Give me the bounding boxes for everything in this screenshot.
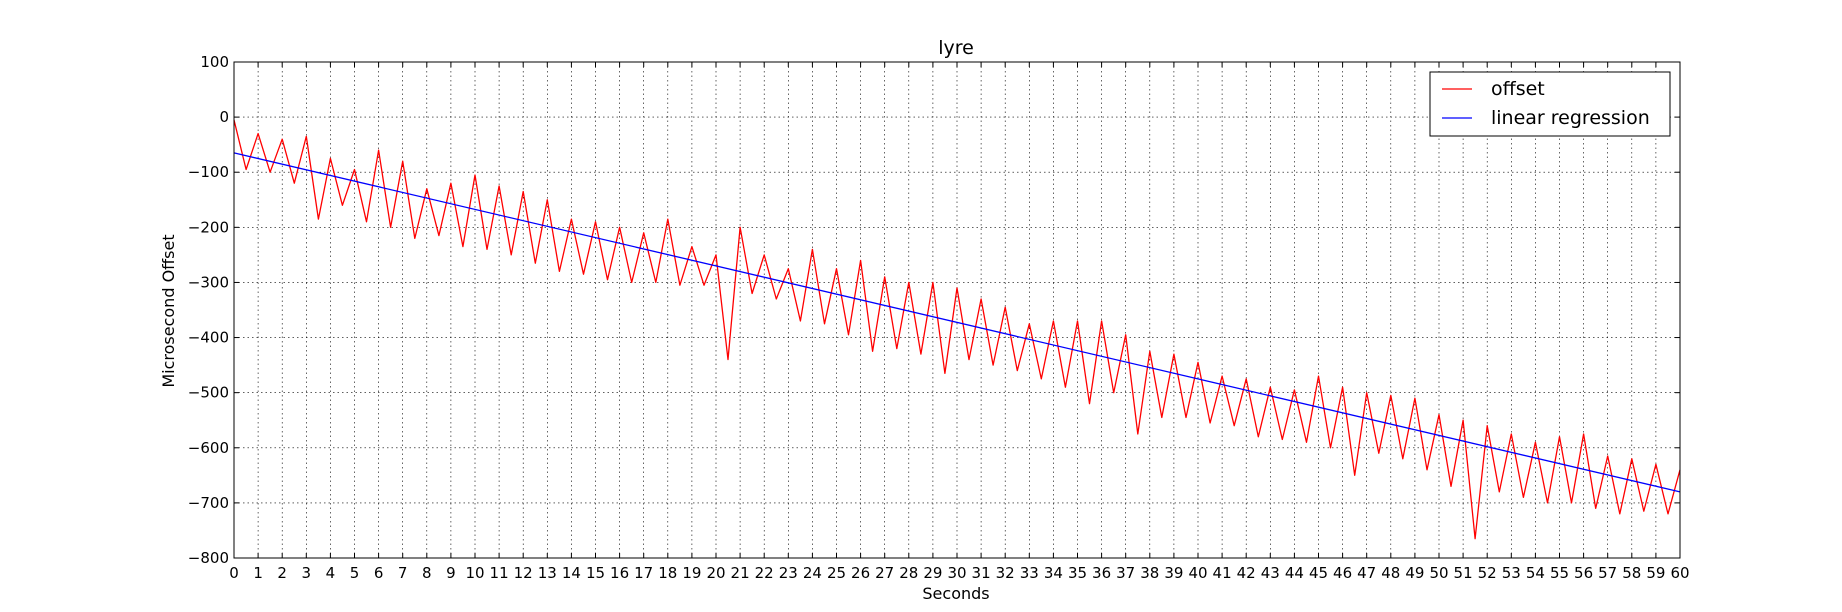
x-tick-label: 2: [277, 564, 287, 582]
x-tick-label: 58: [1622, 564, 1641, 582]
x-tick-label: 3: [302, 564, 312, 582]
x-tick-label: 26: [851, 564, 870, 582]
x-tick-label: 52: [1478, 564, 1497, 582]
x-tick-label: 9: [446, 564, 456, 582]
x-tick-label: 33: [1020, 564, 1039, 582]
y-tick-label: −500: [188, 384, 229, 402]
x-tick-label: 21: [731, 564, 750, 582]
x-tick-label: 38: [1140, 564, 1159, 582]
x-tick-label: 7: [398, 564, 408, 582]
x-tick-label: 54: [1526, 564, 1545, 582]
chart-title: lyre: [938, 37, 974, 59]
x-tick-label: 24: [803, 564, 822, 582]
y-tick-label: 0: [219, 108, 229, 126]
x-tick-label: 30: [947, 564, 966, 582]
x-tick-label: 4: [326, 564, 336, 582]
x-tick-label: 41: [1213, 564, 1232, 582]
x-tick-label: 32: [996, 564, 1015, 582]
x-tick-label: 16: [610, 564, 629, 582]
x-tick-label: 23: [779, 564, 798, 582]
x-tick-label: 39: [1164, 564, 1183, 582]
x-tick-label: 46: [1333, 564, 1352, 582]
y-tick-label: −100: [188, 163, 229, 181]
x-tick-label: 43: [1261, 564, 1280, 582]
y-tick-label: −300: [188, 273, 229, 291]
x-tick-label: 40: [1188, 564, 1207, 582]
x-tick-label: 34: [1044, 564, 1063, 582]
x-tick-label: 12: [514, 564, 533, 582]
x-tick-label: 15: [586, 564, 605, 582]
x-tick-label: 60: [1670, 564, 1689, 582]
x-tick-label: 44: [1285, 564, 1304, 582]
x-tick-label: 14: [562, 564, 581, 582]
x-axis-title: Seconds: [922, 584, 989, 603]
x-tick-label: 18: [658, 564, 677, 582]
x-tick-label: 22: [755, 564, 774, 582]
x-tick-label: 49: [1405, 564, 1424, 582]
axis-ticks: [233, 61, 1681, 559]
x-tick-label: 51: [1454, 564, 1473, 582]
x-tick-label: 57: [1598, 564, 1617, 582]
x-tick-label: 53: [1502, 564, 1521, 582]
x-tick-label: 56: [1574, 564, 1593, 582]
x-tick-label: 13: [538, 564, 557, 582]
legend: offset linear regression: [1429, 71, 1671, 137]
x-tick-label: 5: [350, 564, 360, 582]
x-tick-label: 17: [634, 564, 653, 582]
x-tick-label: 35: [1068, 564, 1087, 582]
x-tick-label: 29: [923, 564, 942, 582]
x-tick-label: 20: [706, 564, 725, 582]
y-tick-label: −200: [188, 218, 229, 236]
legend-label-offset: offset: [1491, 78, 1545, 100]
x-tick-label: 31: [972, 564, 991, 582]
x-tick-label: 27: [875, 564, 894, 582]
x-tick-label: 28: [899, 564, 918, 582]
legend-label-linear-regression: linear regression: [1491, 107, 1650, 129]
y-tick-label: −600: [188, 439, 229, 457]
tick-labels: 0 1 2 3 4 5 6 7 8 9 10 11 12 13 14 15 16 17 18 19 20 21 22 23 24…: [188, 53, 1690, 582]
x-tick-label: 10: [465, 564, 484, 582]
x-tick-label: 48: [1381, 564, 1400, 582]
x-tick-label: 59: [1646, 564, 1665, 582]
y-tick-label: −800: [188, 549, 229, 567]
x-tick-label: 47: [1357, 564, 1376, 582]
x-tick-label: 50: [1429, 564, 1448, 582]
legend-box: [1429, 71, 1671, 137]
x-tick-label: 45: [1309, 564, 1328, 582]
x-tick-label: 1: [253, 564, 263, 582]
x-tick-label: 8: [422, 564, 432, 582]
x-tick-label: 36: [1092, 564, 1111, 582]
series-line-offset: [233, 119, 1681, 540]
x-tick-label: 37: [1116, 564, 1135, 582]
x-tick-label: 25: [827, 564, 846, 582]
x-tick-label: 11: [490, 564, 509, 582]
y-tick-label: −700: [188, 494, 229, 512]
y-tick-label: 100: [200, 53, 229, 71]
x-tick-label: 0: [229, 564, 239, 582]
x-tick-label: 55: [1550, 564, 1569, 582]
x-tick-label: 19: [682, 564, 701, 582]
series-line-linear-regression: [233, 152, 1681, 493]
x-tick-label: 6: [374, 564, 384, 582]
y-tick-label: −400: [188, 329, 229, 347]
y-axis-title: Microsecond Offset: [159, 234, 178, 387]
series-layer: [233, 119, 1681, 540]
x-tick-label: 42: [1237, 564, 1256, 582]
